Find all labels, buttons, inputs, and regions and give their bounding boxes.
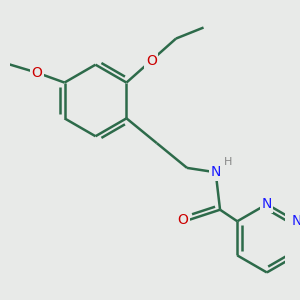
Text: N: N (291, 214, 300, 228)
Text: H: H (224, 158, 232, 167)
Text: N: N (262, 197, 272, 211)
Text: O: O (178, 213, 189, 226)
Text: O: O (146, 54, 157, 68)
Text: O: O (32, 66, 42, 80)
Text: N: N (211, 165, 221, 179)
